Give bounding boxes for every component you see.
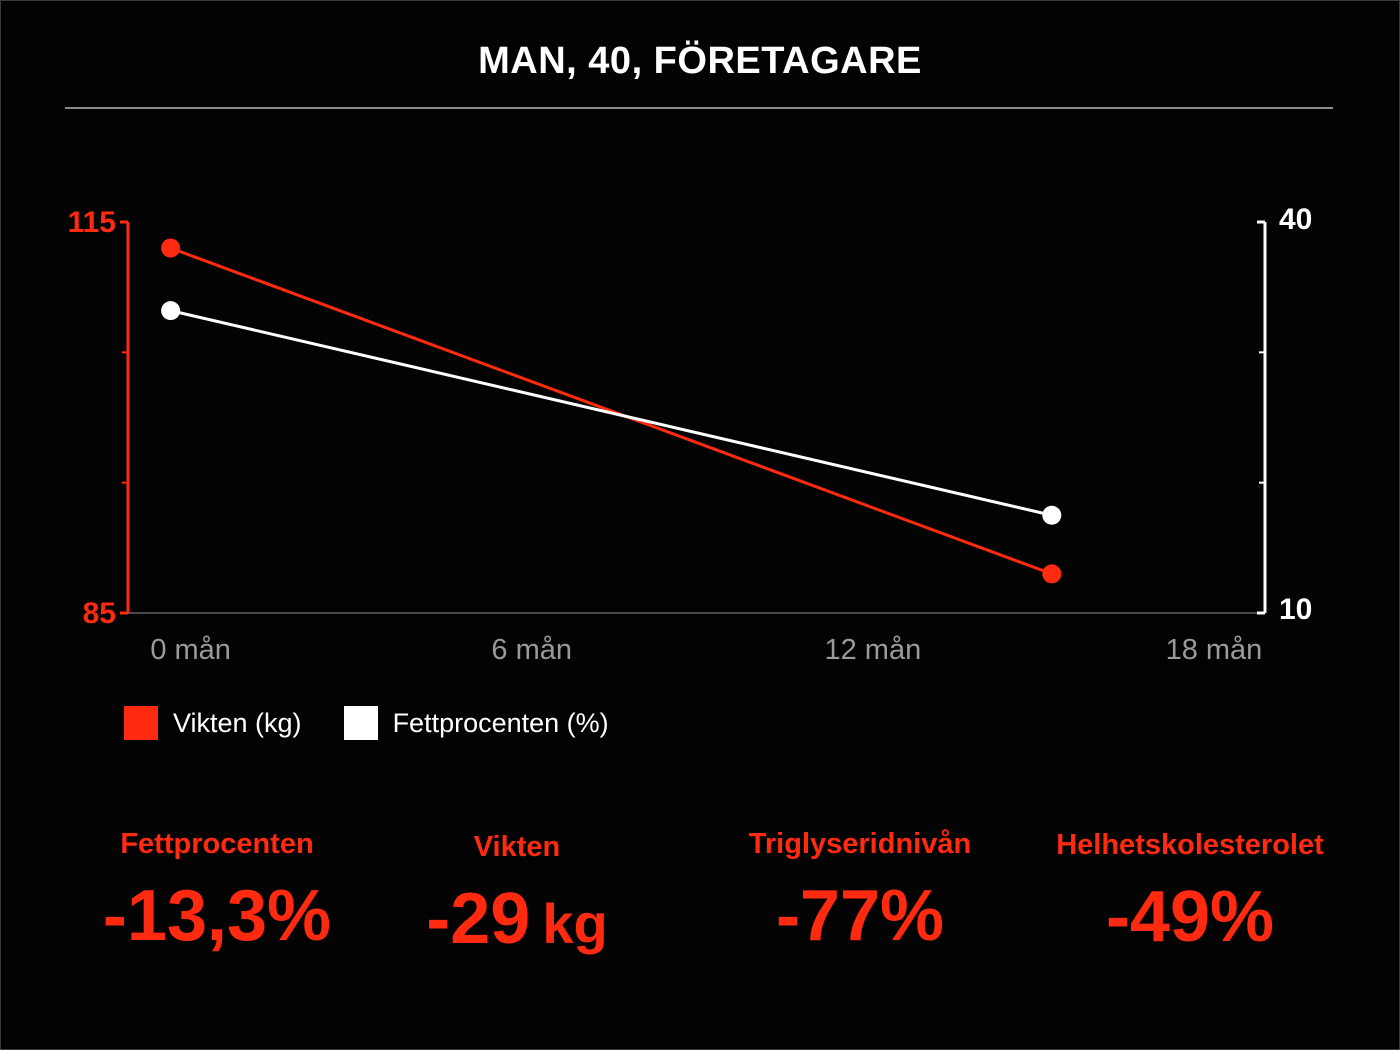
chart-legend: Vikten (kg) Fettprocenten (%) (124, 706, 651, 740)
stat-number: -49% (1105, 877, 1275, 957)
stat-total-cholesterol: Helhetskolesterolet -49% (1030, 829, 1350, 958)
series-point-weight (161, 238, 181, 258)
line-chart: 115 85 40 10 0 mån 6 mån 12 mån 18 mån (68, 203, 1313, 666)
chart-title: MAN, 40, FÖRETAGARE (478, 40, 922, 82)
stat-value: -29 kg (367, 878, 667, 960)
stat-number: -29 (426, 879, 531, 959)
stat-fat-percentage: Fettprocenten -13,3% (67, 828, 367, 957)
stat-label: Triglyseridnivån (748, 828, 972, 860)
x-tick-label: 18 mån (1166, 634, 1263, 666)
series-point-fat (1042, 505, 1062, 525)
stat-number: -77% (775, 876, 945, 956)
y-left-tick-label-bottom: 85 (83, 597, 116, 630)
legend-label-fat: Fettprocenten (%) (392, 707, 609, 738)
series-point-weight (1042, 564, 1062, 584)
title-divider (65, 107, 1333, 109)
series-point-fat (161, 301, 181, 321)
x-tick-label: 0 mån (150, 634, 231, 666)
y-left-tick-label-top: 115 (68, 206, 116, 239)
stat-label: Vikten (473, 831, 561, 863)
legend-item-fat: Fettprocenten (%) (343, 706, 609, 740)
series-line-fat (170, 309, 1053, 517)
y-right-tick-label-bottom: 10 (1279, 593, 1312, 626)
x-tick-label: 6 mån (491, 634, 572, 666)
stat-label: Fettprocenten (120, 828, 314, 860)
y-right-tick-label-top: 40 (1279, 203, 1312, 236)
legend-item-weight: Vikten (kg) (124, 706, 302, 740)
stat-value: -77% (700, 875, 1020, 957)
stat-value: -13,3% (67, 875, 367, 957)
legend-label-weight: Vikten (kg) (173, 707, 302, 738)
x-tick-label: 12 mån (824, 634, 921, 666)
stat-label: Helhetskolesterolet (1056, 829, 1324, 861)
stat-unit: kg (542, 892, 608, 955)
legend-swatch-weight (124, 706, 158, 740)
stat-number: -13,3% (102, 876, 332, 956)
legend-swatch-fat (343, 706, 378, 740)
stat-triglycerides: Triglyseridnivån -77% (700, 828, 1020, 957)
stat-weight: Vikten -29 kg (367, 831, 667, 960)
series-line-weight (170, 246, 1053, 576)
stat-value: -49% (1030, 876, 1350, 958)
